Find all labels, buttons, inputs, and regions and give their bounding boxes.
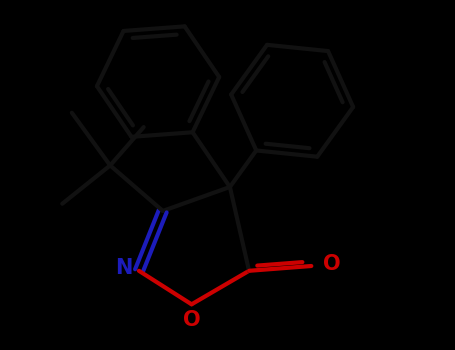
Text: N: N — [115, 258, 132, 278]
Text: O: O — [183, 310, 200, 330]
Text: O: O — [323, 254, 340, 274]
